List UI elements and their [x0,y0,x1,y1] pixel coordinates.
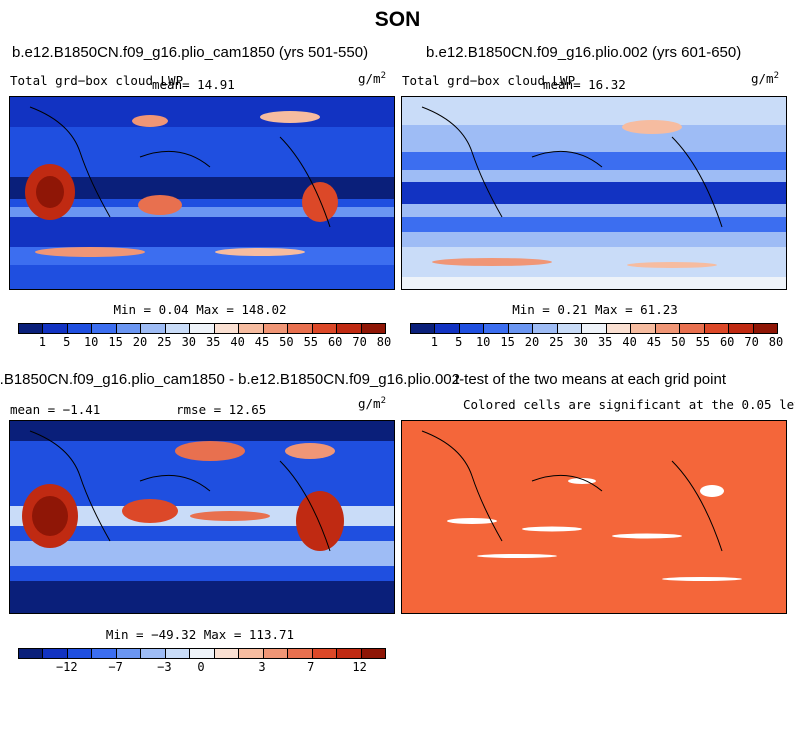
panel3-title-clip: b.e12.B1850CN.f09_g16.plio_cam1850 - b.e… [0,371,460,391]
tick-label: 55 [303,335,319,349]
panel4-subtitle: Colored cells are significant at the 0.0… [463,397,795,412]
panel3-heatmap [10,421,394,613]
panel3-colorbar [18,648,386,659]
panel3-title: b.e12.B1850CN.f09_g16.plio_cam1850 - b.e… [0,371,460,388]
panel1-variable-label: Total grd−box cloud LWP [10,73,184,88]
panel3-stats: Min = −49.32 Max = 113.71 [105,627,295,642]
tick-label: 55 [695,335,711,349]
tick-label: 20 [524,335,540,349]
tick-label: 30 [181,335,197,349]
panel1-stats: Min = 0.04 Max = 148.02 [113,302,287,317]
tick-label: 1 [430,335,439,349]
tick-label: 20 [132,335,148,349]
tick-label: 60 [719,335,735,349]
tick-label: 0 [197,660,205,674]
panel3-rmse-label: rmse = 12.65 [176,402,267,417]
tick-label: 5 [455,335,463,349]
tick-label: 50 [279,335,294,349]
tick-label: 30 [573,335,589,349]
tick-label: 1 [38,335,47,349]
panel4-title: t-test of the two means at each grid poi… [455,371,726,388]
figure-title: SON [374,8,421,31]
tick-label: −3 [157,660,172,674]
tick-label: 12 [352,660,367,674]
panel2-title: b.e12.B1850CN.f09_g16.plio.002 (yrs 601-… [426,44,742,61]
panel1-heatmap [10,97,394,289]
tick-label: −7 [108,660,123,674]
tick-label: 35 [205,335,221,349]
panel1-title: b.e12.B1850CN.f09_g16.plio_cam1850 (yrs … [12,44,369,61]
tick-label: 45 [254,335,270,349]
tick-label: 50 [671,335,686,349]
panel1-mean-label: mean= 14.91 [152,77,235,92]
tick-label: 35 [597,335,613,349]
tick-label: 5 [63,335,71,349]
tick-label: 40 [622,335,637,349]
panel3-colorbar-ticks: −12 −7 −3 0 3 7 12 [18,660,384,674]
panel1-colorbar [18,323,386,334]
tick-label: 80 [768,335,784,349]
panel2-heatmap [402,97,786,289]
panel2-colorbar [410,323,778,334]
panel1-units: g/m2 [358,71,386,87]
tick-label: −12 [55,660,78,674]
tick-label: 80 [376,335,392,349]
panel3-map [9,420,395,614]
tick-label: 25 [549,335,564,349]
panel2-map [401,96,787,290]
panel2-variable-label: Total grd−box cloud LWP [402,73,576,88]
tick-label: 60 [327,335,343,349]
panel4-significance-map [402,421,786,613]
tick-label: 40 [230,335,245,349]
tick-label: 70 [352,335,367,349]
panel3-mean-label: mean = −1.41 [10,402,101,417]
panel2-stats: Min = 0.21 Max = 61.23 [512,302,678,317]
tick-label: 7 [307,660,315,674]
tick-label: 45 [646,335,662,349]
tick-label: 15 [500,335,515,349]
panel2-units: g/m2 [751,71,779,87]
panel2-colorbar-ticks: 1 5 10 15 20 25 30 35 40 45 50 55 60 70 … [410,335,783,349]
tick-label: 3 [258,660,266,674]
panel3-units: g/m2 [358,396,386,412]
tick-label: 10 [475,335,491,349]
tick-label: 10 [83,335,99,349]
tick-label: 70 [744,335,759,349]
panel1-colorbar-ticks: 1 5 10 15 20 25 30 35 40 45 50 55 60 70 … [18,335,391,349]
panel4-map [401,420,787,614]
panel2-mean-label: mean= 16.32 [543,77,626,92]
tick-label: 15 [108,335,123,349]
tick-label: 25 [157,335,172,349]
panel1-map [9,96,395,290]
